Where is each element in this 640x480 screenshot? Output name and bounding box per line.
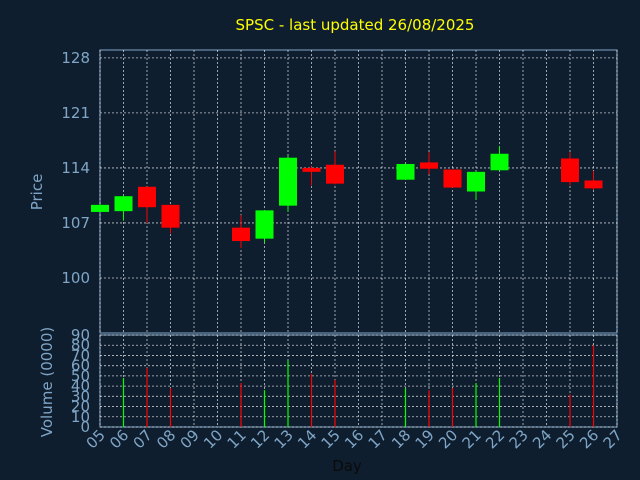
day-tick-label: 14 xyxy=(294,426,320,452)
day-tick-label: 27 xyxy=(600,426,626,452)
candle-body xyxy=(114,196,133,212)
price-panel: 100 107 114 121 128 xyxy=(61,49,618,334)
day-tick-label: 06 xyxy=(106,426,132,452)
x-axis-ticks: 0506070809101112131415161718192021222324… xyxy=(83,426,626,452)
day-tick-label: 15 xyxy=(318,426,344,452)
candle-body xyxy=(138,186,156,208)
candle-body xyxy=(396,163,415,180)
volume-tick-label: 90 xyxy=(71,326,90,344)
candle-body xyxy=(91,204,109,212)
day-tick-label: 11 xyxy=(224,426,250,452)
candle-body xyxy=(326,164,344,184)
day-tick-label: 19 xyxy=(412,426,438,452)
day-tick-label: 12 xyxy=(247,426,273,452)
volume-tick-label: 80 xyxy=(71,336,90,354)
day-tick-label: 24 xyxy=(529,426,555,452)
candle-body xyxy=(443,169,462,188)
candle-body xyxy=(561,158,579,183)
volume-tick-label: 0 xyxy=(80,418,90,436)
candle-body xyxy=(420,162,438,169)
day-tick-label: 17 xyxy=(365,426,391,452)
candle-body xyxy=(467,171,485,192)
volume-tick-label: 50 xyxy=(71,367,90,385)
day-tick-label: 18 xyxy=(388,426,414,452)
candle-body xyxy=(584,180,603,189)
candle-body xyxy=(232,227,250,242)
day-tick-label: 16 xyxy=(341,426,367,452)
day-tick-label: 07 xyxy=(130,426,156,452)
candle-body xyxy=(490,153,509,171)
volume-tick-label: 70 xyxy=(71,346,90,364)
volume-tick-label: 20 xyxy=(71,398,90,416)
price-axis-label: Price xyxy=(28,174,46,211)
volume-tick-label: 60 xyxy=(71,357,90,375)
day-tick-label: 20 xyxy=(435,426,461,452)
candle-body xyxy=(279,157,297,206)
price-tick-label: 128 xyxy=(61,49,90,67)
volume-tick-label: 40 xyxy=(71,377,90,395)
chart-title: SPSC - last updated 26/08/2025 xyxy=(236,16,475,34)
volume-tick-label: 30 xyxy=(71,387,90,405)
day-tick-label: 23 xyxy=(506,426,532,452)
candle-body xyxy=(161,204,180,228)
day-tick-label: 10 xyxy=(200,426,226,452)
price-tick-label: 121 xyxy=(61,104,90,122)
day-tick-label: 22 xyxy=(482,426,508,452)
day-tick-label: 13 xyxy=(271,426,297,452)
day-tick-label: 26 xyxy=(576,426,602,452)
volume-axis-label: Volume (0000) xyxy=(38,327,56,437)
volume-tick-label: 10 xyxy=(71,408,90,426)
x-axis-label: Day xyxy=(332,457,362,475)
day-tick-label: 25 xyxy=(553,426,579,452)
candle-body xyxy=(302,167,321,172)
day-tick-label: 21 xyxy=(459,426,485,452)
day-tick-label: 08 xyxy=(153,426,179,452)
price-tick-label: 114 xyxy=(61,159,90,177)
day-tick-label: 09 xyxy=(177,426,203,452)
price-tick-label: 100 xyxy=(61,269,90,287)
price-tick-label: 107 xyxy=(61,214,90,232)
candle-body xyxy=(255,210,274,239)
